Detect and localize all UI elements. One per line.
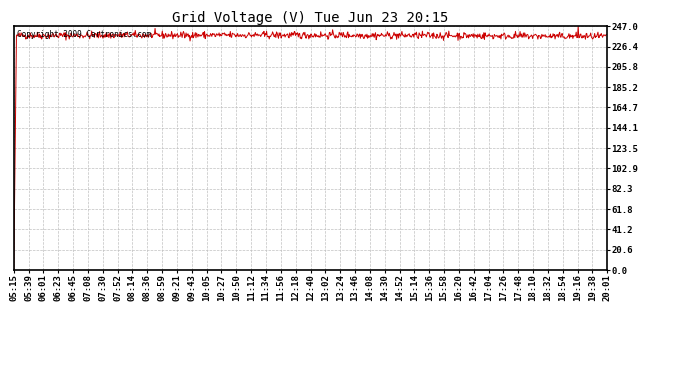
Text: Copyright 2009 Cartronics.com: Copyright 2009 Cartronics.com <box>17 30 151 39</box>
Title: Grid Voltage (V) Tue Jun 23 20:15: Grid Voltage (V) Tue Jun 23 20:15 <box>172 11 448 25</box>
